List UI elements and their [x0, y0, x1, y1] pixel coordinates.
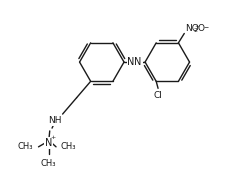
Text: O: O: [198, 24, 205, 33]
Text: +: +: [194, 24, 200, 29]
Text: +: +: [50, 135, 55, 141]
Text: CH₃: CH₃: [18, 142, 33, 151]
Text: 2: 2: [194, 28, 198, 33]
Text: N: N: [127, 57, 135, 67]
Text: NH: NH: [48, 116, 62, 125]
Text: Cl: Cl: [154, 91, 162, 100]
Text: N: N: [135, 57, 142, 67]
Text: CH₃: CH₃: [60, 142, 76, 151]
Text: CH₃: CH₃: [41, 160, 56, 168]
Text: N: N: [45, 138, 52, 148]
Text: −: −: [203, 24, 208, 29]
Text: NO: NO: [186, 24, 199, 33]
